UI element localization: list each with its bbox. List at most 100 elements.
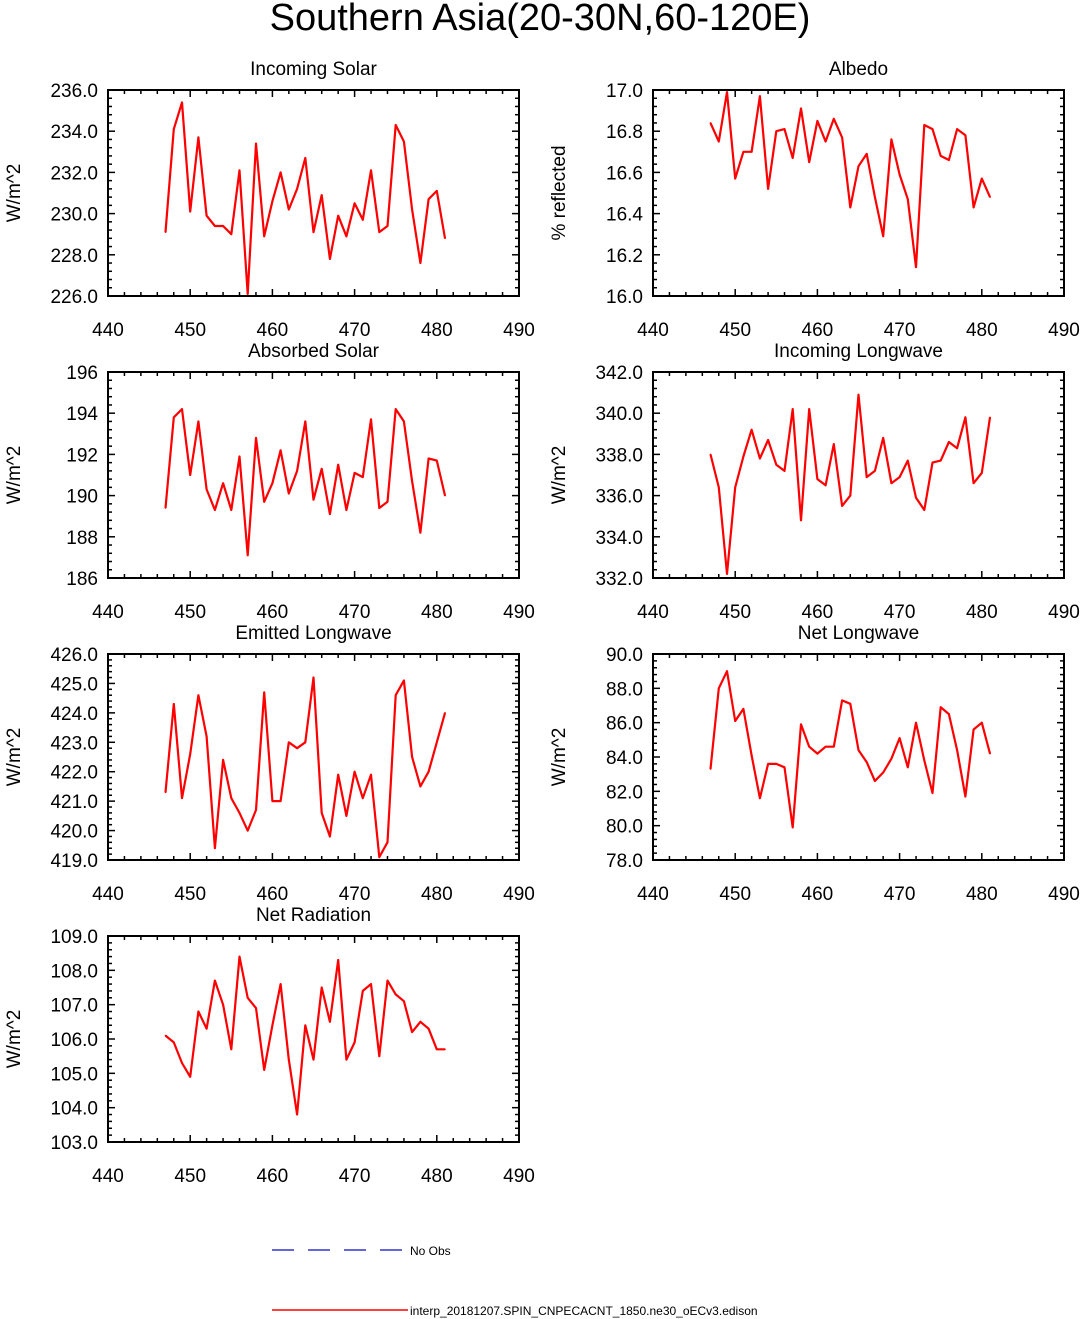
series-line <box>164 101 447 295</box>
plot-frame <box>107 653 520 861</box>
data-point <box>907 766 909 769</box>
data-point <box>320 986 323 989</box>
data-point <box>386 225 389 227</box>
data-point <box>923 509 926 511</box>
data-point <box>775 463 778 466</box>
y-tick-label: 332.0 <box>595 569 643 590</box>
y-tick-label: 426.0 <box>50 645 98 666</box>
series-line <box>164 676 447 859</box>
y-tick-label: 90.0 <box>606 645 643 666</box>
data-point <box>312 498 315 501</box>
data-point <box>189 474 191 476</box>
data-point <box>320 468 323 470</box>
data-point <box>411 1031 413 1033</box>
y-tick-label: 226.0 <box>50 287 98 308</box>
figure-title: Southern Asia(20-30N,60-120E) <box>270 0 811 39</box>
data-point <box>271 200 274 203</box>
data-point <box>923 759 926 762</box>
plot-frame <box>652 653 1065 861</box>
data-point <box>726 573 728 575</box>
x-tick-label: 490 <box>1048 884 1080 905</box>
x-tick-label: 440 <box>92 602 124 623</box>
data-point <box>759 95 761 97</box>
data-point <box>279 983 282 985</box>
data-point <box>164 507 167 509</box>
data-point <box>882 771 884 774</box>
data-point <box>791 826 794 829</box>
data-point <box>981 177 983 180</box>
y-tick-label: 424.0 <box>50 704 98 725</box>
data-point <box>205 488 208 491</box>
data-point <box>956 128 958 130</box>
x-tick-label: 480 <box>421 1166 453 1187</box>
y-tick-label: 84.0 <box>606 748 643 769</box>
data-point <box>386 979 389 982</box>
data-point <box>874 196 876 198</box>
data-point <box>345 1058 348 1061</box>
data-point <box>750 428 753 431</box>
data-point <box>444 712 446 714</box>
data-point <box>742 151 745 153</box>
data-point <box>394 408 397 410</box>
data-point <box>915 721 917 724</box>
data-point <box>816 120 819 122</box>
x-tick-label: 480 <box>966 884 998 905</box>
data-point <box>246 293 249 295</box>
y-tick-label: 192 <box>66 445 98 466</box>
data-point <box>214 979 216 982</box>
data-point <box>345 235 348 238</box>
y-axis-label: W/m^2 <box>4 728 25 787</box>
data-point <box>824 140 827 143</box>
data-point <box>345 509 348 511</box>
data-point <box>898 737 901 739</box>
data-point <box>370 773 372 776</box>
data-point <box>296 470 298 472</box>
x-tick-label: 480 <box>966 320 998 341</box>
data-point <box>750 754 753 757</box>
data-point <box>312 676 315 679</box>
data-point <box>857 393 860 396</box>
data-point <box>775 763 778 765</box>
data-point <box>931 128 934 130</box>
data-point <box>948 159 950 161</box>
data-point <box>915 496 917 499</box>
data-point <box>214 509 216 511</box>
panel-title: Incoming Longwave <box>774 341 943 362</box>
data-point <box>808 408 810 410</box>
y-tick-label: 420.0 <box>50 822 98 843</box>
data-point <box>989 416 991 419</box>
x-tick-label: 480 <box>421 602 453 623</box>
x-tick-label: 480 <box>421 884 453 905</box>
x-tick-label: 490 <box>1048 602 1080 623</box>
y-tick-label: 16.2 <box>606 246 643 267</box>
data-point <box>271 1024 274 1027</box>
data-point <box>419 1021 422 1023</box>
data-point <box>841 699 843 702</box>
data-point <box>956 447 958 450</box>
data-point <box>378 1055 381 1057</box>
data-point <box>394 694 397 696</box>
x-tick-label: 440 <box>637 320 669 341</box>
data-point <box>255 809 257 811</box>
data-point <box>394 993 397 996</box>
data-point <box>759 797 761 799</box>
data-point <box>238 812 241 814</box>
series-line <box>709 393 992 576</box>
data-point <box>849 206 852 209</box>
data-point <box>808 745 810 748</box>
x-tick-label: 460 <box>257 884 289 905</box>
data-point <box>427 457 430 460</box>
panel-title: Net Longwave <box>798 623 919 644</box>
x-tick-label: 460 <box>802 320 834 341</box>
data-point <box>717 687 720 690</box>
data-point <box>189 1075 191 1078</box>
data-point <box>931 792 934 794</box>
data-point <box>279 800 282 802</box>
data-point <box>411 480 413 482</box>
data-point <box>964 416 967 419</box>
y-tick-label: 423.0 <box>50 733 98 754</box>
plot-frame <box>107 89 520 297</box>
data-point <box>378 507 381 509</box>
x-tick-label: 480 <box>421 320 453 341</box>
x-tick-label: 450 <box>719 884 751 905</box>
